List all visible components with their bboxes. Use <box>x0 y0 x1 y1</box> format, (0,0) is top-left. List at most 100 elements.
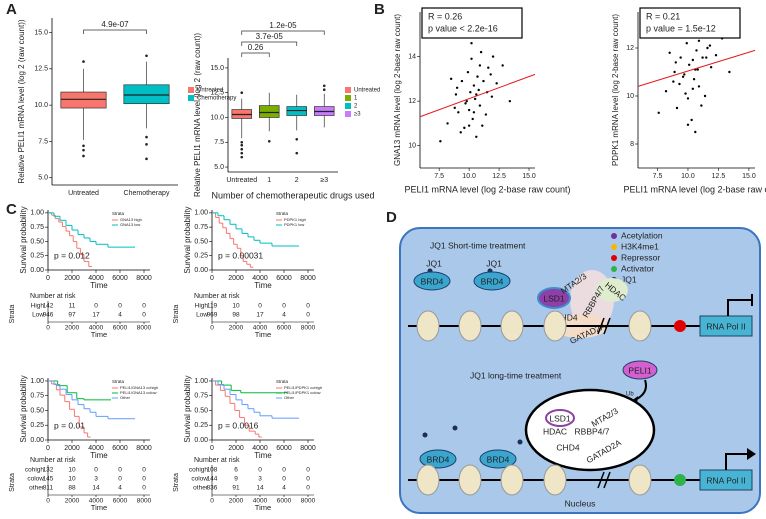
point <box>446 122 449 125</box>
y-tick-label: 12.5 <box>34 66 48 73</box>
y-tick-label: 10 <box>408 143 416 150</box>
point <box>487 66 490 69</box>
y-tick-label: 0.25 <box>30 253 44 260</box>
legend-dot <box>611 255 617 261</box>
point <box>657 111 660 115</box>
legend-label: PELI1/PDPK1 cohigh <box>284 385 322 390</box>
legend-label: H3K4me1 <box>621 241 659 251</box>
p-value: p = 0.01 <box>54 420 85 430</box>
point <box>489 73 492 76</box>
activator <box>674 474 686 486</box>
brd4-label: BRD4 <box>427 454 450 464</box>
outlier <box>267 139 271 143</box>
x-tick-label: Untreated <box>226 177 257 184</box>
peli1-label: PELI1 <box>628 365 651 375</box>
y-tick-label: 0.50 <box>194 407 208 414</box>
outlier <box>322 84 326 88</box>
risk-count: 0 <box>258 467 262 474</box>
brd4 <box>479 449 517 469</box>
x-tick-label: Untreated <box>68 190 99 197</box>
y-tick-label: 12 <box>408 98 416 105</box>
x-tick-label: 0 <box>210 275 214 282</box>
x-axis-label: PELI1 mRNA level (log 2-base raw count) <box>623 184 766 194</box>
point <box>439 140 442 143</box>
y-tick-label: 0.00 <box>30 437 44 444</box>
risk-y-label: Strata <box>173 305 180 324</box>
legend-label: PDPK1 low <box>284 222 304 227</box>
risk-count: 3 <box>258 476 262 483</box>
legend-label: Repressor <box>621 252 660 262</box>
y-tick-label: 8 <box>630 141 634 148</box>
risk-count: 14 <box>92 485 100 492</box>
x-tick-label: ≥3 <box>320 177 328 184</box>
point <box>705 56 708 59</box>
outlier <box>295 151 299 155</box>
risk-x-tick-label: 0 <box>46 325 50 332</box>
nucleus-box <box>399 227 761 514</box>
x-tick-label: 8000 <box>136 445 152 452</box>
risk-y-label: Strata <box>9 473 16 492</box>
legend-label: GNA13 low <box>120 222 140 227</box>
diagram-title: JQ1 Short-time treatment <box>430 240 526 250</box>
jq1-label: JQ1 <box>426 258 442 268</box>
point <box>701 56 704 59</box>
risk-row-label: cohigh <box>189 467 209 474</box>
risk-row-label: colow <box>191 476 208 483</box>
risk-count: 0 <box>118 303 122 310</box>
nucleosome <box>416 310 440 342</box>
y-tick-label: 0.50 <box>194 238 208 245</box>
risk-count: 10 <box>68 467 76 474</box>
legend-title: Strata <box>276 379 289 384</box>
risk-count: 97 <box>68 312 76 319</box>
point <box>465 99 468 103</box>
risk-count: 10 <box>68 476 76 483</box>
legend-label: Chemotherapy <box>197 96 236 102</box>
risk-row-label: Low <box>32 312 44 319</box>
point <box>459 131 462 134</box>
complex-label: LSD1 <box>549 413 571 423</box>
x-tick-label: 7.5 <box>653 173 663 180</box>
x-axis-label: Time <box>254 451 272 460</box>
risk-count: 11 <box>69 303 76 310</box>
outlier <box>82 154 85 158</box>
point <box>664 90 668 93</box>
point <box>692 78 696 81</box>
point <box>672 80 675 83</box>
nucleosome <box>543 310 567 342</box>
point <box>508 99 512 103</box>
outlier <box>82 148 85 152</box>
y-tick-label: 1.00 <box>194 378 208 385</box>
point <box>495 82 498 85</box>
peli1 <box>622 360 658 380</box>
x-tick-label: 4000 <box>252 275 268 282</box>
point <box>475 93 478 96</box>
x-tick-label: 6000 <box>112 445 128 452</box>
comparison-label: 4.9e-07 <box>101 20 129 29</box>
legend-label: JQ1 <box>621 274 637 284</box>
risk-x-tick-label: 2000 <box>229 498 244 505</box>
y-tick-label: 0.50 <box>30 238 44 245</box>
risk-x-tick-label: 6000 <box>277 498 292 505</box>
p-value: p = 0.00031 <box>218 250 263 260</box>
complex-label: CHD4 <box>556 442 579 452</box>
point <box>501 64 504 67</box>
risk-row-label: Low <box>196 312 208 319</box>
y-tick-label: 12.5 <box>210 90 224 97</box>
y-tick-label: 1.00 <box>30 210 44 217</box>
stats-label: R = 0.21 <box>646 11 680 21</box>
risk-count: 4 <box>282 312 286 319</box>
legend-label: 2 <box>354 104 358 110</box>
risk-count: 0 <box>94 303 98 310</box>
y-axis-label: Survival probability <box>183 375 192 442</box>
x-tick-label: Chemotherapy <box>124 190 170 197</box>
box <box>123 84 170 105</box>
nucleosome <box>628 310 652 342</box>
stats-label: R = 0.26 <box>428 11 462 21</box>
repressor <box>674 320 686 332</box>
legend-dot <box>611 244 617 250</box>
risk-x-tick-label: 4000 <box>253 325 268 332</box>
y-axis-label: Survival probability <box>19 375 28 442</box>
point <box>686 97 690 100</box>
y-tick-label: 12 <box>626 45 634 52</box>
